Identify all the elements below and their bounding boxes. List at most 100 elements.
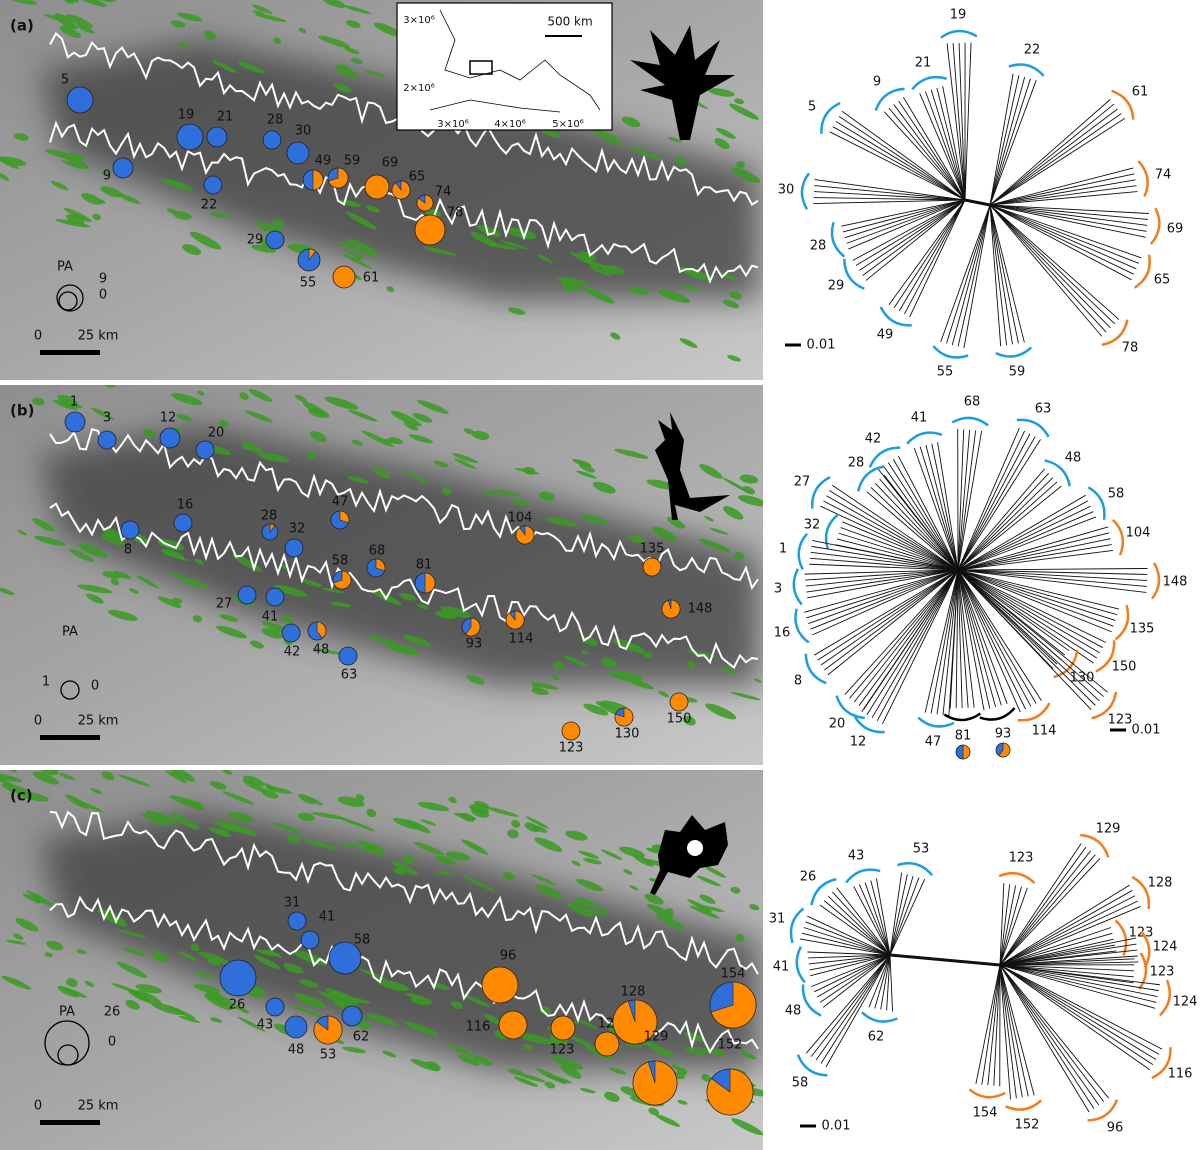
vegetation (197, 390, 205, 396)
vegetation (390, 410, 422, 427)
vegetation (77, 584, 113, 594)
vegetation (210, 1017, 223, 1023)
vegetation (203, 30, 216, 40)
network-label: 93 (995, 727, 1012, 742)
network-edge (957, 439, 1041, 571)
vegetation (365, 205, 380, 213)
pie (203, 175, 223, 195)
pie-slice (710, 981, 757, 1029)
network-edge (942, 86, 966, 201)
vegetation (65, 14, 94, 29)
clade-arc (968, 1088, 1006, 1099)
vegetation (302, 401, 325, 415)
vegetation (463, 428, 475, 435)
pie (206, 126, 228, 148)
mountain-relief (40, 425, 760, 685)
network-edge (864, 882, 891, 956)
inset-scale-label: 500 km (547, 15, 592, 29)
vegetation (100, 186, 123, 198)
vegetation (500, 240, 529, 250)
network-edge (999, 884, 1011, 966)
vegetation (716, 127, 736, 139)
legend-max: 1 (42, 675, 50, 690)
vegetation (325, 988, 359, 1004)
population-label: 63 (341, 668, 358, 683)
network-edge (886, 954, 891, 1011)
vegetation (157, 596, 182, 608)
network-edge (957, 430, 977, 571)
vegetation (40, 770, 59, 776)
vegetation (531, 874, 557, 886)
vegetation (303, 839, 337, 850)
vegetation (92, 213, 102, 221)
vegetation (580, 650, 589, 655)
vegetation (535, 884, 563, 899)
network-edge (806, 569, 959, 619)
population-label: 93 (466, 637, 483, 652)
vegetation (170, 20, 186, 28)
network-edge (999, 884, 1130, 966)
network-label: 48 (785, 1004, 802, 1019)
network-edge (835, 121, 966, 201)
network-edge (957, 429, 965, 571)
vegetation (151, 1002, 185, 1016)
network-label: 78 (1122, 341, 1139, 356)
pie (159, 427, 181, 449)
vegetation (145, 810, 177, 825)
network-edge (804, 569, 959, 613)
network-edge (999, 964, 1023, 1098)
vegetation (714, 138, 730, 149)
network-edge (882, 465, 959, 571)
plant-silhouette (655, 412, 730, 520)
clade-arc (796, 1054, 828, 1077)
network-edge (957, 569, 1118, 616)
network-label: 12 (850, 735, 867, 750)
vegetation (614, 448, 649, 459)
population-label: 20 (208, 426, 225, 441)
vegetation (68, 548, 95, 563)
legend-title: PA (57, 260, 73, 275)
network-edge (848, 199, 966, 250)
vegetation (5, 939, 26, 945)
network-label: 30 (778, 183, 795, 198)
vegetation (566, 902, 595, 918)
vegetation (345, 211, 378, 230)
network-edge (946, 204, 991, 344)
vegetation (609, 1067, 627, 1075)
network-label: 16 (774, 626, 791, 641)
clade-arc (1044, 459, 1072, 487)
network-edge (957, 569, 1002, 706)
network-edge (925, 445, 959, 571)
vegetation (346, 20, 361, 29)
vegetation (520, 1033, 553, 1045)
network-edge (807, 915, 891, 956)
network-label: 8 (794, 674, 802, 689)
vegetation (169, 813, 200, 830)
network-edge (855, 199, 966, 266)
vegetation (294, 394, 308, 403)
vegetation (569, 251, 601, 269)
network-edge (810, 569, 959, 630)
network-label: 9 (873, 75, 881, 90)
network-edge (840, 527, 959, 571)
vegetation (681, 285, 703, 291)
network-edge (999, 854, 1096, 966)
vegetation (212, 820, 241, 828)
network-edge (842, 199, 966, 233)
population-label: 49 (315, 154, 332, 169)
network-edge (936, 87, 966, 201)
vegetation (580, 514, 610, 525)
plant-silhouette (630, 25, 735, 140)
vegetation (741, 1051, 757, 1060)
vegetation (677, 1099, 688, 1105)
vegetation (696, 875, 722, 887)
clade-arc (951, 416, 989, 427)
pie-slice (328, 167, 349, 189)
clade-arc (1017, 702, 1051, 722)
vegetation (102, 170, 111, 177)
vegetation (55, 219, 91, 228)
network-label: 148 (1163, 575, 1188, 590)
vegetation (301, 578, 322, 588)
network-edge (813, 197, 966, 201)
vegetation (646, 847, 661, 854)
